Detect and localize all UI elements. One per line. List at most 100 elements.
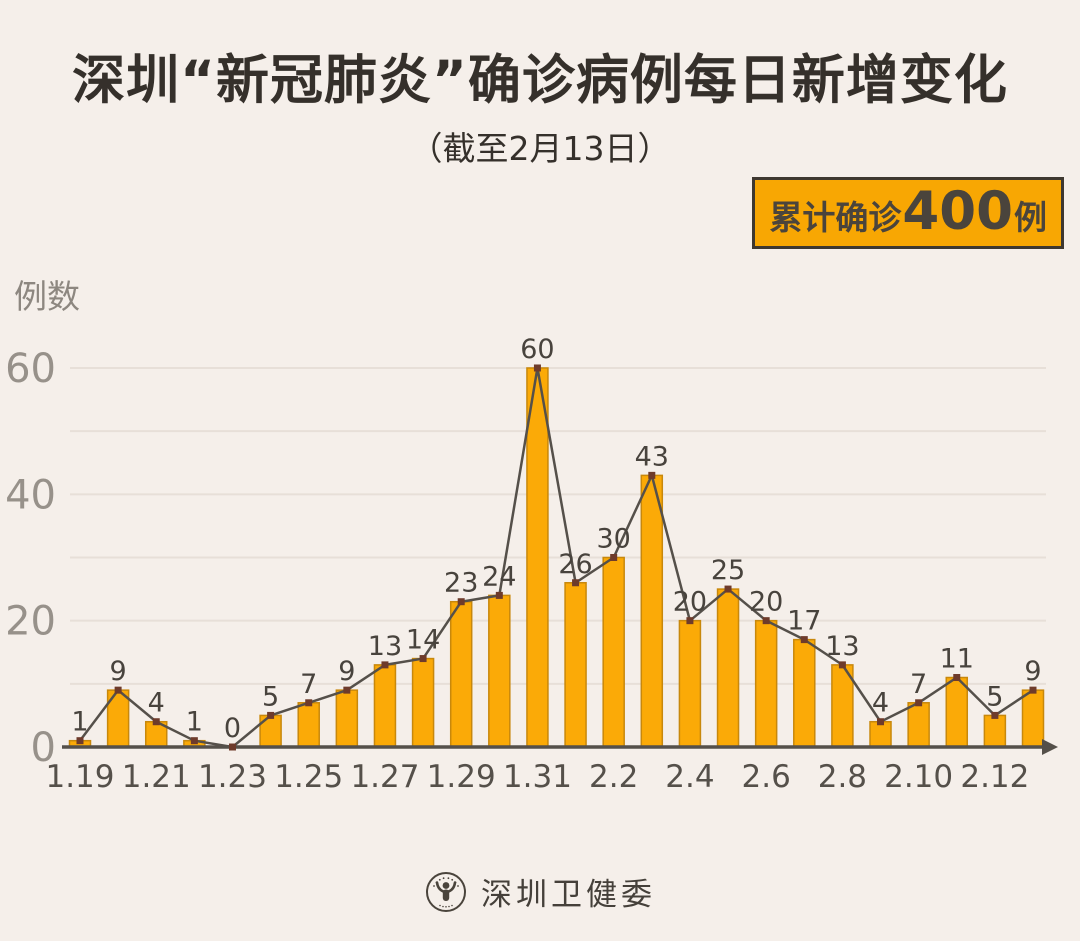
- bar-value-label: 13: [368, 631, 402, 662]
- x-tick-label: 2.12: [960, 759, 1029, 795]
- data-point: [838, 661, 846, 669]
- bar: [678, 619, 702, 748]
- x-tick-label: 2.6: [742, 759, 791, 795]
- bar: [754, 619, 778, 748]
- bar: [411, 657, 435, 748]
- bar-value-label: 60: [520, 334, 554, 365]
- y-axis-title: 例数: [14, 277, 80, 316]
- data-point: [648, 471, 656, 479]
- x-tick-label: 2.8: [818, 759, 867, 795]
- data-point: [457, 598, 465, 606]
- bar-value-label: 24: [482, 561, 516, 592]
- data-point: [190, 737, 198, 745]
- data-point: [114, 686, 122, 694]
- y-tick-label: 60: [5, 346, 56, 392]
- data-point: [724, 585, 732, 593]
- bar: [488, 594, 511, 748]
- bar: [602, 556, 625, 748]
- bar: [907, 702, 930, 748]
- bar: [564, 582, 587, 748]
- bar-value-label: 9: [1024, 656, 1041, 687]
- badge-prefix: 累计确诊: [769, 198, 902, 237]
- data-point: [915, 699, 923, 707]
- bar-value-label: 25: [711, 555, 745, 586]
- x-tick-label: 2.2: [589, 759, 638, 795]
- chart-area: 0 20 40 60 1 9 4 1 0 5 7 9 13 14 23 24 60 26 30 43 20 25 20 17 1…: [0, 300, 1080, 820]
- bar: [983, 714, 1007, 748]
- data-point: [76, 737, 84, 745]
- page-title: 深圳“新冠肺炎”确诊病例每日新增变化: [72, 50, 1008, 111]
- x-axis-arrow-icon: [1042, 739, 1058, 755]
- trend-line: [79, 366, 1034, 749]
- data-point: [533, 364, 541, 372]
- shenzhen-health-commission-seal-icon: [426, 871, 466, 912]
- bar: [640, 474, 664, 748]
- bar: [869, 720, 892, 748]
- bar-value-label: 4: [872, 688, 889, 719]
- data-point: [991, 711, 999, 719]
- bar-value-label: 4: [148, 688, 165, 719]
- footer-org-name: 深圳卫健委: [481, 877, 656, 913]
- y-tick-label: 40: [5, 472, 56, 518]
- bar: [945, 676, 969, 748]
- bar-value-label: 1: [71, 707, 88, 738]
- bar-value-label: 26: [558, 549, 592, 580]
- bar-value-label: 7: [910, 669, 927, 700]
- bar-value-label: 20: [749, 587, 783, 618]
- bar: [716, 588, 740, 748]
- x-tick-label: 1.21: [122, 759, 191, 795]
- bar-value-label: 30: [597, 523, 631, 554]
- data-point: [495, 591, 503, 599]
- data-point: [610, 553, 618, 561]
- bar-value-label: 9: [110, 656, 127, 687]
- bar-value-label: 43: [635, 441, 669, 472]
- badge-suffix: 例: [1014, 198, 1047, 237]
- bar-value-label: 23: [444, 568, 478, 599]
- data-point: [343, 686, 351, 694]
- bar-value-label: 17: [787, 606, 821, 637]
- bar: [335, 689, 359, 748]
- bar-value-label: 9: [338, 656, 355, 687]
- footer: 深圳卫健委: [0, 869, 1080, 914]
- data-point: [1029, 686, 1037, 694]
- x-tick-label: 2.4: [665, 759, 714, 795]
- bar-value-label: 11: [940, 644, 974, 675]
- bar-value-label: 5: [986, 681, 1003, 712]
- data-point: [228, 743, 236, 751]
- badge-number: 400: [902, 181, 1013, 242]
- bar-value-label: 0: [224, 713, 241, 744]
- data-point: [762, 617, 770, 625]
- data-point: [800, 636, 808, 644]
- data-point: [267, 711, 275, 719]
- data-point: [572, 579, 580, 587]
- bar: [1021, 689, 1045, 748]
- bar-value-label: 7: [300, 669, 317, 700]
- bar: [526, 367, 549, 748]
- y-tick-label: 20: [5, 599, 56, 645]
- x-tick-label: 1.27: [350, 759, 419, 795]
- data-point: [381, 661, 389, 669]
- data-point: [953, 674, 961, 682]
- bar-value-label: 20: [673, 587, 707, 618]
- bar: [449, 600, 473, 748]
- x-tick-label: 1.23: [198, 759, 267, 795]
- bar-value-label: 14: [406, 625, 440, 656]
- x-tick-label: 1.31: [503, 759, 572, 795]
- bar: [793, 638, 816, 748]
- bar: [373, 664, 397, 748]
- data-point: [419, 655, 427, 663]
- x-tick-label: 2.10: [884, 759, 953, 795]
- bar-value-label: 5: [262, 681, 279, 712]
- x-tick-label: 1.19: [45, 759, 114, 795]
- bar-value-label: 13: [825, 631, 859, 662]
- page-subtitle: （截至2月13日）: [409, 129, 671, 168]
- x-tick-label: 1.25: [274, 759, 343, 795]
- x-tick-label: 1.29: [427, 759, 496, 795]
- bar: [297, 702, 320, 748]
- data-point: [877, 718, 885, 726]
- data-point: [686, 617, 694, 625]
- bar-value-label: 1: [186, 707, 203, 738]
- data-point: [152, 718, 160, 726]
